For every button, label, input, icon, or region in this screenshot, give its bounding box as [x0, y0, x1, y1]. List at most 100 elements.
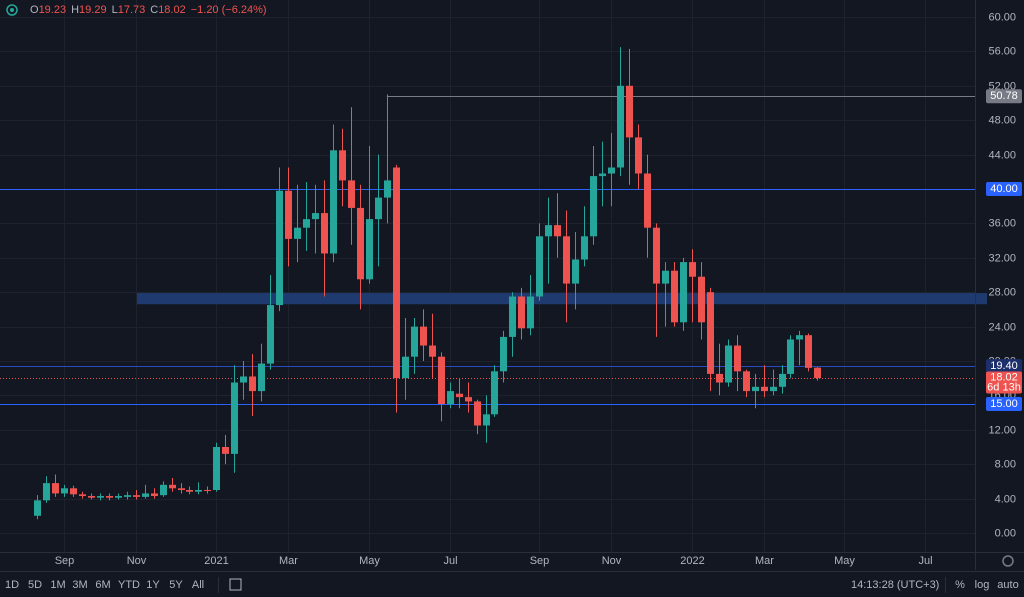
- candle-body: [743, 371, 750, 392]
- candle-body: [133, 495, 140, 497]
- x-tick-label: 2021: [204, 555, 228, 567]
- x-tick-label: Jul: [443, 555, 457, 567]
- level-label: 15.00: [990, 398, 1018, 410]
- candle-body: [142, 493, 149, 497]
- y-tick-label: 44.00: [988, 149, 1016, 161]
- ohlc-value: 18.02: [158, 4, 186, 16]
- range-button[interactable]: 5Y: [169, 579, 183, 591]
- x-tick-label: May: [834, 555, 855, 567]
- candle-body: [536, 236, 543, 297]
- y-tick-label: 24.00: [988, 321, 1016, 333]
- candle-body: [339, 150, 346, 181]
- clock: 14:13:28 (UTC+3): [851, 579, 939, 591]
- candle-body: [796, 335, 803, 340]
- y-tick-label: 56.00: [988, 45, 1016, 57]
- y-tick-label: 12.00: [988, 424, 1016, 436]
- candle-body: [698, 276, 705, 323]
- candle-body: [79, 494, 86, 497]
- candle-body: [276, 190, 283, 306]
- candle-body: [97, 496, 104, 498]
- level-label: 50.78: [990, 90, 1018, 102]
- axis-option[interactable]: log: [975, 579, 990, 591]
- candle-body: [357, 207, 364, 280]
- candle-body: [483, 414, 490, 426]
- candle-body: [770, 386, 777, 392]
- y-tick-label: 4.00: [995, 493, 1016, 505]
- candle-body: [429, 345, 436, 357]
- candle-body: [465, 397, 472, 402]
- range-button[interactable]: 3M: [72, 579, 87, 591]
- x-tick-label: May: [359, 555, 380, 567]
- axis-option[interactable]: auto: [997, 579, 1018, 591]
- candle-body: [348, 180, 355, 208]
- candle-body: [752, 386, 759, 392]
- candle-body: [52, 483, 59, 494]
- candle-body: [662, 270, 669, 284]
- x-tick-label: Nov: [602, 555, 622, 567]
- candle-body: [115, 496, 122, 498]
- candle-body: [231, 382, 238, 454]
- x-tick-label: Jul: [918, 555, 932, 567]
- candle-body: [761, 386, 768, 392]
- y-tick-label: 48.00: [988, 114, 1016, 126]
- candle-body: [303, 219, 310, 228]
- level-label-box: [986, 182, 1022, 196]
- candle-body: [195, 490, 202, 492]
- level-label: 19.40: [990, 360, 1018, 372]
- candle-body: [43, 483, 50, 501]
- ohlc-key: H: [71, 4, 79, 16]
- candle-body: [572, 259, 579, 284]
- range-button[interactable]: All: [192, 579, 204, 591]
- x-tick-label: Mar: [279, 555, 298, 567]
- change-value: −1.20 (−6.24%): [191, 4, 267, 16]
- candle-body: [321, 213, 328, 254]
- y-tick-label: 28.00: [988, 286, 1016, 298]
- candle-body: [500, 336, 507, 372]
- candle-body: [518, 296, 525, 329]
- settings-icon[interactable]: [1002, 555, 1014, 567]
- x-tick-label: Sep: [530, 555, 550, 567]
- level-label-box: [986, 397, 1022, 411]
- candle-body: [267, 305, 274, 364]
- candle-body: [420, 326, 427, 346]
- candle-body: [411, 326, 418, 357]
- axis-option[interactable]: %: [955, 579, 965, 591]
- candle-body: [617, 85, 624, 168]
- level-label-box: [986, 359, 1022, 374]
- candle-body: [581, 236, 588, 260]
- candle-body: [169, 484, 176, 489]
- countdown-label: 6d 13h: [987, 381, 1021, 393]
- candle-body: [258, 363, 265, 392]
- range-button[interactable]: YTD: [118, 579, 140, 591]
- candle-body: [563, 236, 570, 284]
- candle-body: [285, 190, 292, 239]
- plot: [0, 47, 987, 520]
- visibility-icon[interactable]: [6, 4, 18, 16]
- candle-body: [599, 173, 606, 177]
- last-price-label: 18.02: [990, 371, 1018, 383]
- candle-body: [438, 356, 445, 404]
- candle-body: [805, 335, 812, 368]
- candle-body: [680, 262, 687, 323]
- range-button[interactable]: 5D: [28, 579, 42, 591]
- candle-body: [160, 484, 167, 496]
- level-label: 40.00: [990, 183, 1018, 195]
- range-button[interactable]: 1Y: [146, 579, 160, 591]
- candle-body: [186, 490, 193, 492]
- candle-body: [554, 225, 561, 237]
- candle-body: [779, 373, 786, 387]
- candle-body: [491, 371, 498, 415]
- ohlc-value: 19.23: [39, 4, 67, 16]
- range-button[interactable]: 6M: [95, 579, 110, 591]
- ohlc-key: O: [30, 4, 39, 16]
- candle-body: [626, 85, 633, 138]
- candle-body: [707, 292, 714, 374]
- range-button[interactable]: 1D: [5, 579, 19, 591]
- range-button[interactable]: 1M: [50, 579, 65, 591]
- candle-body: [70, 488, 77, 495]
- candle-body: [716, 373, 723, 383]
- date-range-icon[interactable]: [229, 578, 242, 591]
- candle-body: [787, 339, 794, 374]
